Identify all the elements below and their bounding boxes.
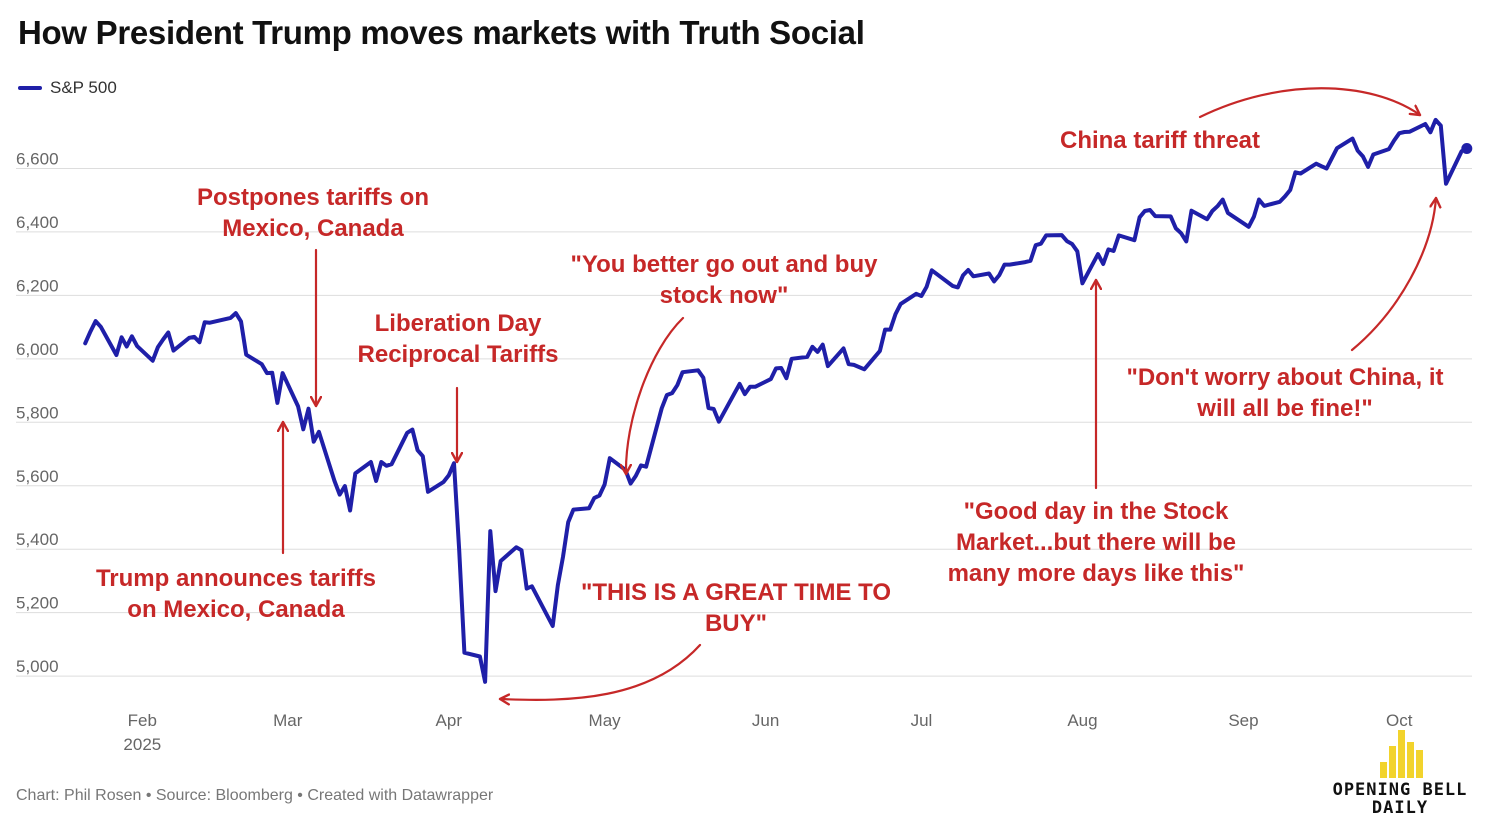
annotation-dont-worry-china: "Don't worry about China, it will all be … [1126,364,1443,422]
annotation-line: "Good day in the Stock [964,498,1229,525]
annotation-line: "You better go out and buy [571,251,879,278]
logo-bars-icon [1380,730,1423,778]
line-chart: 5,000 5,200 5,400 5,600 5,800 6,000 6,200 6,400… [16,87,1473,754]
x-tick-label: Aug [1067,711,1097,730]
gridlines [16,167,1472,677]
y-tick-label: 6,400 [16,213,59,232]
x-tick-sublabel: 2025 [123,735,161,754]
annotation-line: will all be fine!" [1196,395,1372,422]
arrow-great-time-to-buy [500,643,702,700]
annotation-line: Trump announces tariffs [96,565,376,592]
annotation-line: Postpones tariffs on [197,184,429,211]
series-endpoint [1461,142,1473,154]
x-tick-label: Mar [273,711,303,730]
logo-line1: OPENING BELL [1332,780,1468,800]
arrow-better-buy-now [626,316,685,474]
annotation-line: Market...but there will be [956,529,1236,556]
annotation-line: "Don't worry about China, it [1126,364,1443,391]
annotation-line: China tariff threat [1060,127,1260,154]
x-tick-label: Apr [436,711,463,730]
annotation-line: on Mexico, Canada [127,596,345,623]
annotation-arrows [283,87,1436,700]
annotation-line: Liberation Day [375,310,542,337]
y-axis: 5,000 5,200 5,400 5,600 5,800 6,000 6,200 6,400… [16,149,59,676]
x-tick-label: Sep [1228,711,1258,730]
series-line-sp500 [83,117,1469,684]
chart-footer: Chart: Phil Rosen • Source: Bloomberg • … [16,787,494,804]
annotations: Postpones tariffs on Mexico, Canada Trump … [96,127,1444,637]
annotation-line: Reciprocal Tariffs [358,341,559,368]
annotation-good-day-stock-market: "Good day in the Stock Market...but there… [948,498,1245,587]
x-tick-label: Oct [1386,711,1413,730]
y-tick-label: 5,200 [16,594,59,613]
legend-swatch [18,86,42,90]
annotation-line: many more days like this" [948,560,1245,587]
arrow-china-tariff-threat [1198,87,1420,119]
x-tick-label: Jul [911,711,933,730]
x-axis: Feb 2025 Mar Apr May Jun Jul Aug Sep Oct [123,711,1412,754]
arrow-dont-worry-china [1350,198,1436,352]
logo-line2: DAILY [1371,798,1429,818]
annotation-great-time-to-buy: "THIS IS A GREAT TIME TO BUY" [581,579,891,637]
annotation-china-tariff-threat: China tariff threat [1060,127,1260,154]
annotation-line: BUY" [705,610,767,637]
series-layer [83,117,1473,684]
y-tick-label: 6,600 [16,149,59,168]
annotation-announces-tariffs: Trump announces tariffs on Mexico, Canada [96,565,376,623]
y-tick-label: 5,400 [16,530,59,549]
annotation-better-buy-now: "You better go out and buy stock now" [571,251,879,309]
annotation-liberation-day: Liberation Day Reciprocal Tariffs [358,310,559,368]
opening-bell-daily-logo: OPENING BELL DAILY [1316,728,1484,818]
legend: S&P 500 [18,78,117,98]
x-tick-label: Feb [128,711,157,730]
y-tick-label: 6,200 [16,276,59,295]
chart-title: How President Trump moves markets with T… [18,14,865,51]
y-tick-label: 6,000 [16,340,59,359]
annotation-line: stock now" [660,282,789,309]
y-tick-label: 5,800 [16,403,59,422]
annotation-line: Mexico, Canada [222,215,404,242]
legend-label: S&P 500 [50,78,117,97]
y-tick-label: 5,000 [16,657,59,676]
x-tick-label: May [589,711,622,730]
annotation-line: "THIS IS A GREAT TIME TO [581,579,891,606]
x-tick-label: Jun [752,711,779,730]
y-tick-label: 5,600 [16,467,59,486]
annotation-postpones-tariffs: Postpones tariffs on Mexico, Canada [197,184,429,242]
